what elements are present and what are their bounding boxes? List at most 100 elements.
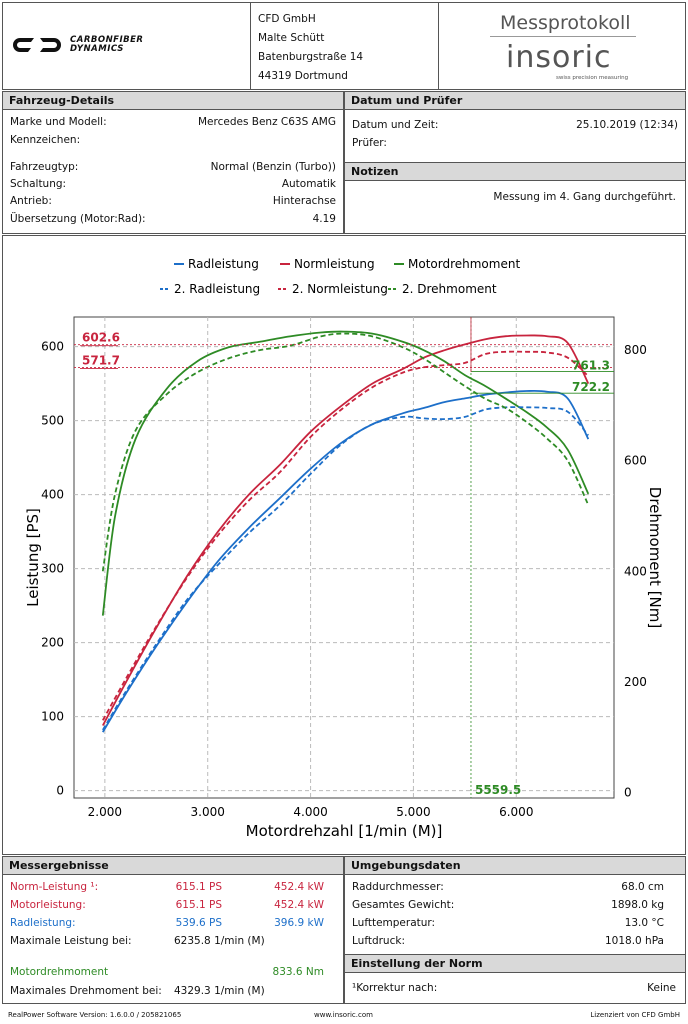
env-value-3: 1018.0 hPa — [604, 935, 664, 947]
legend-label: Radleistung — [188, 257, 259, 271]
legend-label: Motordrehmoment — [408, 257, 520, 271]
env-value-0: 68.0 cm — [621, 881, 664, 893]
y2-tick-label: 400 — [624, 564, 647, 578]
vehicle-value-3: Automatik — [281, 178, 336, 190]
company-logo: CARBONFIBER DYNAMICS — [10, 34, 190, 56]
x-tick-label: 3.000 — [191, 805, 225, 819]
y-tick-label: 400 — [41, 488, 64, 502]
results-header: Messergebnisse — [3, 857, 343, 875]
env-label-2: Lufttemperatur: — [352, 917, 436, 929]
env-label-1: Gesamtes Gewicht: — [352, 899, 455, 911]
x-tick-label: 2.000 — [88, 805, 122, 819]
date-label-1: Prüfer: — [352, 137, 387, 149]
norm-ps: 615.1 PS — [175, 881, 222, 893]
y2-axis-label: Drehmoment [Nm] — [646, 487, 664, 628]
y-tick-label: 600 — [41, 340, 64, 354]
y-tick-label: 0 — [56, 784, 64, 798]
vehicle-value-5: 4.19 — [312, 213, 336, 225]
x-tick-label: 4.000 — [293, 805, 327, 819]
y-tick-label: 100 — [41, 710, 64, 724]
address-line-1: CFD GmbH — [258, 13, 316, 25]
date-header: Datum und Prüfer — [345, 92, 685, 110]
cfd-logo-icon — [13, 38, 61, 52]
date-label-0: Datum und Zeit: — [352, 119, 439, 131]
maxpower-label: Maximale Leistung bei: — [10, 935, 132, 947]
maxtorque-label: Maximales Drehmoment bei: — [10, 985, 162, 997]
address-line-4: 44319 Dortmund — [258, 70, 348, 82]
legend-label: 2. Radleistung — [174, 282, 260, 296]
env-label-3: Luftdruck: — [352, 935, 405, 947]
y-axis-label: Leistung [PS] — [24, 508, 42, 607]
x-axis-label: Motordrehzahl [1/min (M)] — [246, 822, 443, 840]
y2-tick-label: 0 — [624, 785, 632, 799]
motor-ps: 615.1 PS — [175, 899, 222, 911]
legend-label: 2. Drehmoment — [402, 282, 497, 296]
rad-ps: 539.6 PS — [175, 917, 222, 929]
env-value-2: 13.0 °C — [624, 917, 664, 929]
ref-label-rpm: 5559.5 — [475, 783, 521, 797]
footer-right: Lizenziert von CFD GmbH — [590, 1011, 680, 1019]
rad-label: Radleistung: — [10, 917, 76, 929]
norm-header: Einstellung der Norm — [345, 955, 685, 973]
chart-legend: Radleistung Normleistung Motordrehmoment 2.… — [160, 257, 520, 296]
results-panel — [2, 856, 344, 1004]
notes-text: Messung im 4. Gang durchgeführt. — [493, 191, 676, 203]
rad-kw: 396.9 kW — [274, 917, 324, 929]
vehicle-value-0: Mercedes Benz C63S AMG — [197, 116, 336, 128]
env-value-1: 1898.0 kg — [611, 899, 664, 911]
y2-tick-label: 800 — [624, 343, 647, 357]
header-box — [2, 2, 686, 90]
environment-panel — [344, 856, 686, 1004]
vehicle-value-4: Hinterachse — [272, 195, 336, 207]
series-line-normleistung — [102, 334, 590, 726]
motor-label: Motorleistung: — [10, 899, 86, 911]
y-tick-label: 500 — [41, 414, 64, 428]
env-label-0: Raddurchmesser: — [352, 881, 444, 893]
date-value-0: 25.10.2019 (12:34) — [576, 119, 678, 131]
legend-label: Normleistung — [294, 257, 375, 271]
header-divider-1 — [250, 2, 251, 90]
chart-grid — [73, 316, 615, 799]
ref-label-power: 602.6 — [82, 331, 120, 345]
vehicle-label-5: Übersetzung (Motor:Rad): — [10, 213, 146, 225]
brand-logo: insoric — [506, 40, 612, 75]
series-line-2-drehmoment — [101, 332, 590, 572]
norm-top-border — [344, 954, 686, 955]
footer-left: RealPower Software Version: 1.6.0.0 / 20… — [8, 1011, 182, 1019]
vehicle-value-2: Normal (Benzin (Turbo)) — [210, 161, 336, 173]
series-line-radleistung — [102, 389, 590, 733]
torque-label: Motordrehmoment — [10, 966, 109, 978]
y2-tick-label: 600 — [624, 454, 647, 468]
motor-kw: 452.4 kW — [274, 899, 324, 911]
norm-kw: 452.4 kW — [274, 881, 324, 893]
vehicle-label-4: Antrieb: — [10, 195, 52, 207]
legend-label: 2. Normleistung — [292, 282, 388, 296]
address-line-2: Malte Schütt — [258, 32, 325, 44]
norm-correction-value: Keine — [647, 982, 676, 994]
series-line-2-radleistung — [102, 406, 589, 731]
series-line-2-normleistung — [102, 350, 589, 721]
y-tick-label: 200 — [41, 636, 64, 650]
address-line-3: Batenburgstraße 14 — [258, 51, 364, 63]
vehicle-details-panel — [2, 91, 344, 234]
protocol-title: Messprotokoll — [500, 12, 631, 34]
chart-series — [101, 330, 590, 733]
dyno-chart: Radleistung Normleistung Motordrehmoment 2.… — [24, 257, 664, 840]
brand-logo-rule — [490, 36, 636, 37]
y2-tick-label: 200 — [624, 675, 647, 689]
ref-label-torque: 761.3 — [572, 359, 610, 373]
vehicle-details-header: Fahrzeug-Details — [3, 92, 343, 110]
maxpower-value: 6235.8 1/min (M) — [174, 935, 265, 947]
ref-label-power: 571.7 — [82, 354, 120, 368]
notes-top-border — [344, 162, 686, 163]
company-address: CFD GmbH Malte Schütt Batenburgstraße 14… — [258, 10, 363, 86]
ref-label-torque: 722.2 — [572, 380, 610, 394]
footer-center[interactable]: www.insoric.com — [314, 1011, 373, 1019]
vehicle-label-1: Kennzeichen: — [10, 134, 81, 146]
vehicle-label-0: Marke und Modell: — [10, 116, 107, 128]
x-tick-label: 6.000 — [499, 805, 533, 819]
maxtorque-value: 4329.3 1/min (M) — [174, 985, 265, 997]
norm-correction-label: ¹Korrektur nach: — [352, 982, 438, 994]
vehicle-label-3: Schaltung: — [10, 178, 67, 190]
vehicle-label-2: Fahrzeugtyp: — [10, 161, 79, 173]
